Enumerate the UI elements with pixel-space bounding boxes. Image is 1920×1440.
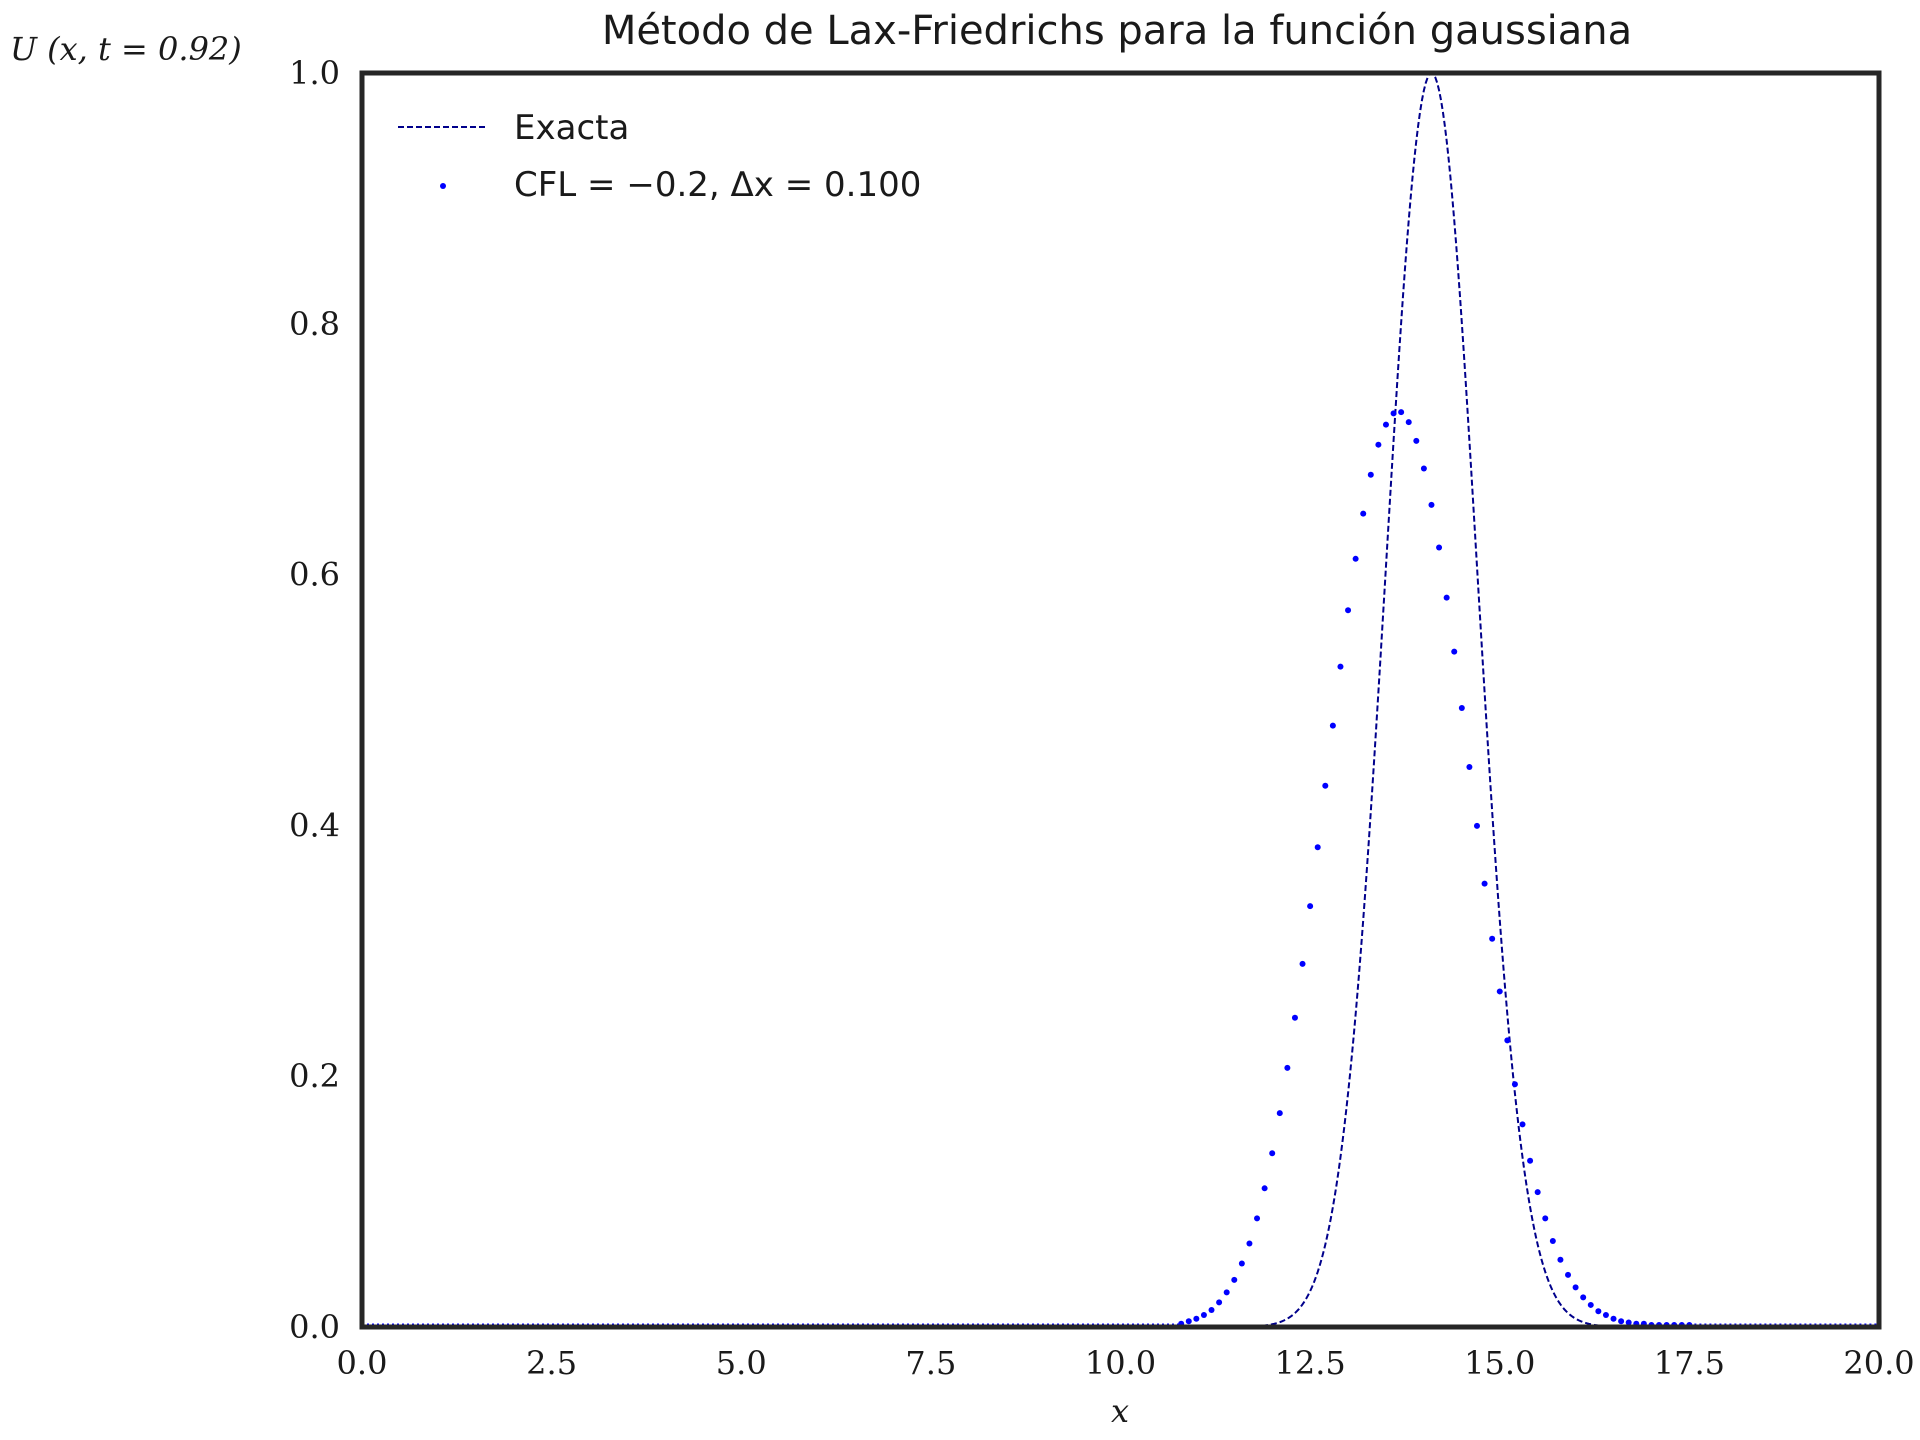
series-cfl-point: [1193, 1315, 1200, 1322]
series-cfl-point: [1511, 1081, 1518, 1088]
axis-ticks: 0.0 2.5 5.0 7.5 10.0 12.5 15.0 17.5 20.0 0.0 0.2 0.…: [289, 54, 1915, 1382]
legend: Exacta CFL = −0.2, Δx = 0.100: [398, 108, 921, 205]
y-tick-label: 0.8: [289, 305, 340, 343]
series-cfl-point: [1238, 1260, 1245, 1267]
x-tick-label: 5.0: [716, 1344, 767, 1382]
series-cfl-point: [1549, 1237, 1556, 1244]
series-cfl-point: [1519, 1121, 1526, 1128]
series-cfl-point: [1443, 594, 1450, 601]
series-cfl-point: [1458, 705, 1465, 712]
x-tick-label: 10.0: [1085, 1344, 1156, 1382]
y-tick-label: 0.2: [289, 1057, 340, 1095]
series-cfl-point: [1413, 437, 1420, 444]
series-cfl-point: [1504, 1037, 1511, 1044]
series-cfl-point: [1337, 663, 1344, 670]
series-cfl-point: [1398, 409, 1405, 416]
legend-label-exacta: Exacta: [514, 108, 629, 148]
series-cfl-point: [1481, 880, 1488, 887]
series-cfl-point: [1466, 763, 1473, 770]
series-cfl-point: [1360, 510, 1367, 517]
series-cfl-point: [1602, 1311, 1609, 1318]
series-cfl-point: [1345, 607, 1352, 614]
series-cfl-point: [1405, 419, 1412, 426]
x-tick-label: 17.5: [1654, 1344, 1725, 1382]
x-tick-label: 15.0: [1464, 1344, 1535, 1382]
series-cfl-point: [1382, 421, 1389, 428]
series-cfl-point: [1299, 960, 1306, 967]
series-cfl-point: [1314, 844, 1321, 851]
y-tick-label: 0.0: [289, 1308, 340, 1346]
series-cfl-point: [1231, 1276, 1238, 1283]
legend-marker-cfl: [440, 183, 446, 189]
series-cfl-point: [1208, 1306, 1215, 1313]
series-cfl-point: [1618, 1318, 1625, 1325]
series-cfl-point: [1329, 722, 1336, 729]
x-axis-label: x: [1111, 1392, 1129, 1430]
series-cfl-point: [1367, 471, 1374, 478]
series-cfl-point: [1496, 988, 1503, 995]
x-tick-label: 7.5: [905, 1344, 956, 1382]
series-cfl-point: [1375, 441, 1382, 448]
series-cfl-point: [1390, 410, 1397, 417]
plot-frame: [359, 70, 1882, 1330]
x-tick-label: 2.5: [526, 1344, 577, 1382]
y-tick-label: 0.4: [289, 806, 340, 844]
x-tick-label: 0.0: [337, 1344, 388, 1382]
series-cfl-point: [1322, 782, 1329, 789]
y-axis-label: U (x, t = 0.92): [10, 30, 242, 68]
series-cfl-point: [1625, 1319, 1632, 1326]
series-cfl-point: [1185, 1318, 1192, 1325]
series-cfl-point: [1200, 1311, 1207, 1318]
series-cfl-point: [1420, 465, 1427, 472]
y-tick-label: 0.6: [289, 556, 340, 594]
series-cfl-point: [1557, 1256, 1564, 1263]
series-cfl-point: [1269, 1150, 1276, 1157]
series-cfl-point: [1352, 555, 1359, 562]
series-exacta-line: [362, 71, 1879, 1328]
series-cfl-point: [1307, 903, 1314, 910]
series-cfl-point: [1565, 1271, 1572, 1278]
series-cfl-point: [1595, 1308, 1602, 1315]
series-cfl-point: [1216, 1299, 1223, 1306]
series-cfl-point: [1254, 1215, 1261, 1222]
series-cfl-point: [1580, 1294, 1587, 1301]
series-cfl-point: [1610, 1315, 1617, 1322]
series-cfl-point: [1291, 1014, 1298, 1021]
series-cfl-point: [1542, 1215, 1549, 1222]
series-cfl-point: [1473, 822, 1480, 829]
series-cfl-point: [1284, 1064, 1291, 1071]
series-cfl-point: [1489, 935, 1496, 942]
y-tick-label: 1.0: [289, 54, 340, 92]
x-tick-label: 20.0: [1843, 1344, 1914, 1382]
series-cfl-point: [1527, 1157, 1534, 1164]
series-cfl-point: [1261, 1185, 1268, 1192]
series-cfl-point: [1246, 1240, 1253, 1247]
series-cfl-point: [1428, 501, 1435, 508]
series-cfl-point: [1436, 544, 1443, 551]
x-tick-label: 12.5: [1275, 1344, 1346, 1382]
series-cfl-point: [1587, 1301, 1594, 1308]
series-cfl-point: [1534, 1189, 1541, 1196]
plot-area: [362, 71, 1879, 1328]
legend-label-cfl: CFL = −0.2, Δx = 0.100: [514, 165, 921, 205]
chart-title: Método de Lax-Friedrichs para la función…: [602, 8, 1632, 54]
series-cfl-point: [1572, 1284, 1579, 1291]
series-cfl-point: [1223, 1289, 1230, 1296]
series-cfl-point: [1276, 1110, 1283, 1117]
series-cfl-point: [1451, 648, 1458, 655]
